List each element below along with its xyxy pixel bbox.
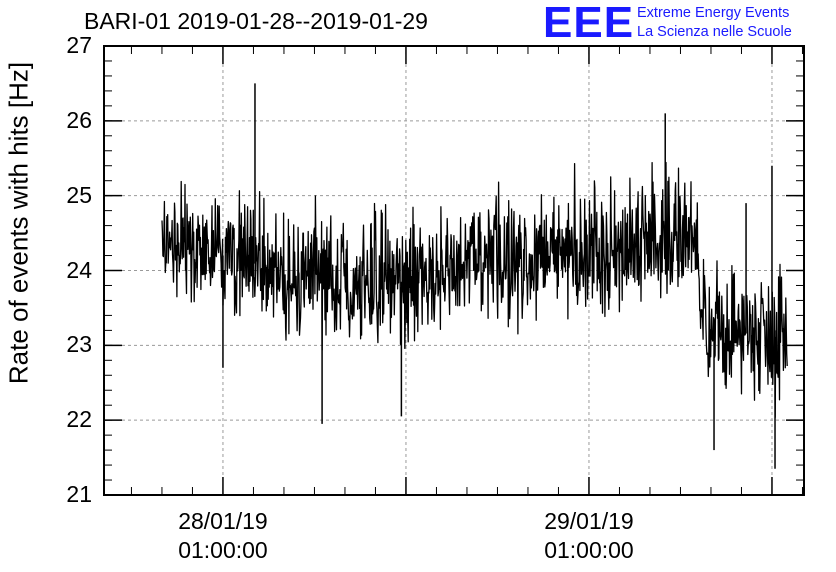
rate-line — [161, 161, 788, 418]
y-tick-label: 22 — [66, 406, 92, 433]
y-tick-label: 23 — [66, 331, 92, 358]
chart-title: BARI-01 2019-01-28--2019-01-29 — [84, 8, 428, 34]
x-tick-time: 01:00:00 — [544, 537, 634, 563]
logo-line-1: Extreme Energy Events — [637, 5, 790, 21]
eee-logo-mark: EEE — [543, 0, 635, 47]
eee-logo-text: Extreme Energy Events La Scienza nelle S… — [637, 4, 792, 42]
y-tick-label: 26 — [66, 106, 92, 133]
y-tick-label: 24 — [66, 256, 92, 283]
y-tick-label: 25 — [66, 181, 92, 208]
y-axis-label-text: Rate of events with hits [Hz] — [3, 61, 34, 385]
x-tick-date: 29/01/19 — [544, 508, 634, 534]
x-tick-time: 01:00:00 — [178, 537, 268, 563]
y-tick-label: 21 — [66, 481, 92, 507]
x-tick-label: 29/01/19 01:00:00 — [519, 507, 659, 565]
x-tick-date: 28/01/19 — [178, 508, 268, 534]
x-tick-label: 28/01/19 01:00:00 — [153, 507, 293, 565]
y-tick-label: 27 — [66, 32, 92, 58]
rate-series — [161, 83, 788, 469]
logo-line-2: La Scienza nelle Scuole — [637, 24, 792, 40]
axis-ticks — [104, 45, 804, 496]
